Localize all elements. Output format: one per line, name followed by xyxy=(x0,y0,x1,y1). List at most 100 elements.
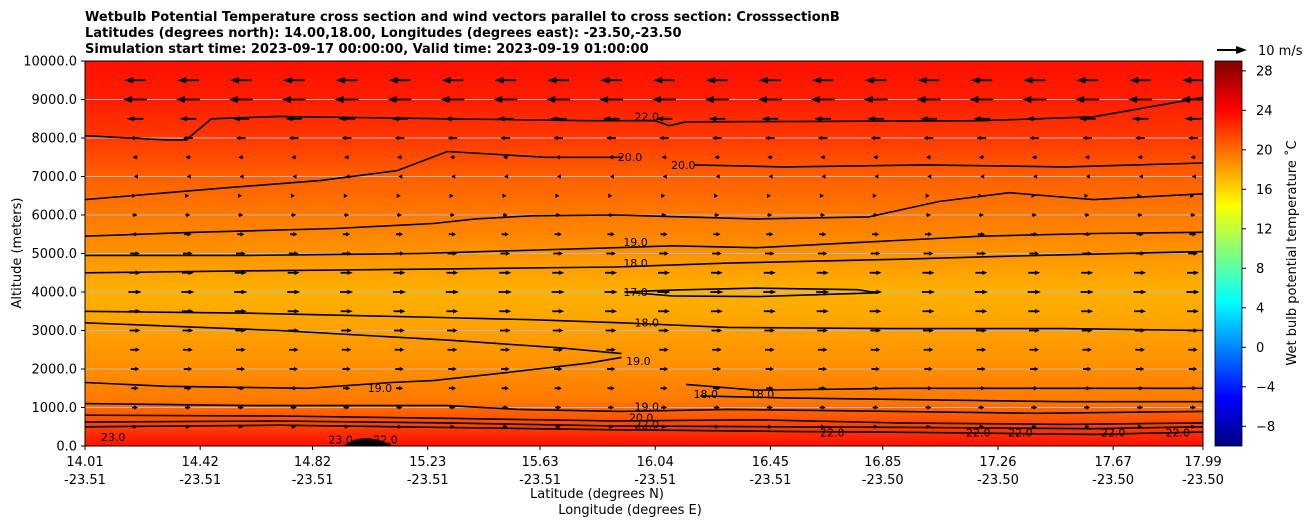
colorbar-label: Wet bulb potential temperature ˚C xyxy=(1284,140,1300,365)
wind-vector-head xyxy=(929,289,936,295)
wind-vector xyxy=(502,405,509,410)
wind-vector xyxy=(234,309,247,314)
wind-vector-head xyxy=(503,424,508,429)
wind-vector xyxy=(821,174,826,179)
wind-vector xyxy=(394,251,405,256)
wind-vector xyxy=(1030,386,1038,391)
wind-vector-head xyxy=(611,347,616,352)
wind-vector-head xyxy=(135,328,141,333)
wind-vector-head xyxy=(399,347,405,352)
wind-vector xyxy=(704,96,729,103)
wind-vector-head xyxy=(505,309,512,314)
wind-vector xyxy=(183,366,193,372)
wind-vector xyxy=(979,212,984,218)
wind-vector xyxy=(502,155,508,160)
wind-vector xyxy=(446,270,459,275)
wind-vector-head xyxy=(440,96,450,103)
wind-vector-head xyxy=(822,386,827,391)
wind-vector-head xyxy=(183,135,188,141)
x-tick-label-lat: 14.01 xyxy=(66,455,103,470)
wind-vector xyxy=(502,212,508,218)
wind-vector xyxy=(234,270,247,275)
colorbar-tick-label: 20 xyxy=(1256,143,1273,158)
wind-vector xyxy=(871,366,880,372)
wind-vector xyxy=(1030,232,1038,237)
wind-vector xyxy=(924,386,933,391)
wind-vector xyxy=(714,193,719,198)
wind-vector xyxy=(977,386,985,391)
wind-vector-head xyxy=(757,96,767,103)
wind-vector-head xyxy=(239,174,244,179)
wind-vector-head xyxy=(1140,289,1147,295)
wind-vector xyxy=(396,193,401,198)
wind-vector xyxy=(1029,251,1040,256)
wind-vector xyxy=(767,424,773,429)
wind-vector-head xyxy=(927,405,932,410)
x-tick-label-lon: -23.51 xyxy=(749,473,791,488)
wind-vector-head xyxy=(177,77,187,84)
wind-vector-head xyxy=(294,270,300,275)
wind-vector-head xyxy=(188,270,194,275)
wind-vector xyxy=(1031,212,1037,218)
wind-vector xyxy=(344,155,349,160)
wind-vector-head xyxy=(1087,366,1092,372)
x-tick-label-lat: 17.99 xyxy=(1184,455,1221,470)
wind-vector xyxy=(712,135,722,141)
wind-vector xyxy=(757,96,782,103)
wind-vector-head xyxy=(238,193,242,198)
wind-vector xyxy=(1190,193,1195,198)
wind-vector xyxy=(766,405,773,410)
wind-vector xyxy=(183,251,193,256)
wind-vector-head xyxy=(1138,424,1143,429)
wind-vector xyxy=(447,135,458,141)
wind-vector-head xyxy=(928,347,934,352)
wind-vector-head xyxy=(293,366,298,372)
wind-vector-head xyxy=(347,270,353,275)
wind-vector xyxy=(763,270,776,275)
wind-vector-head xyxy=(928,366,933,372)
wind-vector xyxy=(974,289,988,295)
wind-vector-head xyxy=(188,366,193,372)
wind-vector-head xyxy=(1137,193,1142,198)
wind-vector-head xyxy=(819,193,824,198)
wind-vector xyxy=(814,116,832,122)
wind-vector-head xyxy=(714,155,719,160)
wind-vector-head xyxy=(1084,193,1089,198)
wind-vector-head xyxy=(1193,347,1198,352)
wind-vector-head xyxy=(400,328,405,333)
wind-vector xyxy=(817,251,828,256)
wind-vector xyxy=(344,212,349,218)
wind-vector xyxy=(236,251,246,256)
wind-vector-head xyxy=(345,212,349,218)
wind-vector xyxy=(291,212,297,218)
wind-vector-head xyxy=(399,386,404,391)
wind-vector-head xyxy=(502,155,507,160)
wind-vector xyxy=(130,135,140,141)
wind-vector xyxy=(1189,386,1197,391)
wind-vector xyxy=(922,309,935,314)
wind-vector xyxy=(607,232,615,237)
wind-vector-head xyxy=(768,174,773,179)
wind-vector-head xyxy=(1086,232,1091,237)
wind-vector xyxy=(715,174,720,179)
wind-vector-head xyxy=(556,212,561,218)
wind-vector xyxy=(340,270,353,275)
wind-vector xyxy=(1187,270,1199,275)
wind-vector-head xyxy=(876,289,883,295)
wind-vector xyxy=(292,174,297,179)
wind-vector-head xyxy=(820,155,825,160)
wind-vector-head xyxy=(241,289,248,295)
wind-vector-head xyxy=(970,77,980,84)
wind-vector xyxy=(1137,193,1142,198)
wind-vector-head xyxy=(599,96,609,103)
wind-vector xyxy=(923,135,934,141)
wind-vector xyxy=(1186,289,1200,295)
wind-vector-head xyxy=(1140,366,1145,372)
contour-line-18-8 xyxy=(700,395,1203,403)
wind-vector-head xyxy=(767,155,772,160)
wind-vector xyxy=(660,386,668,391)
wind-vector xyxy=(1075,96,1100,103)
wind-vector-head xyxy=(874,212,878,218)
wind-vector-head xyxy=(923,135,929,141)
wind-vector xyxy=(444,116,461,122)
